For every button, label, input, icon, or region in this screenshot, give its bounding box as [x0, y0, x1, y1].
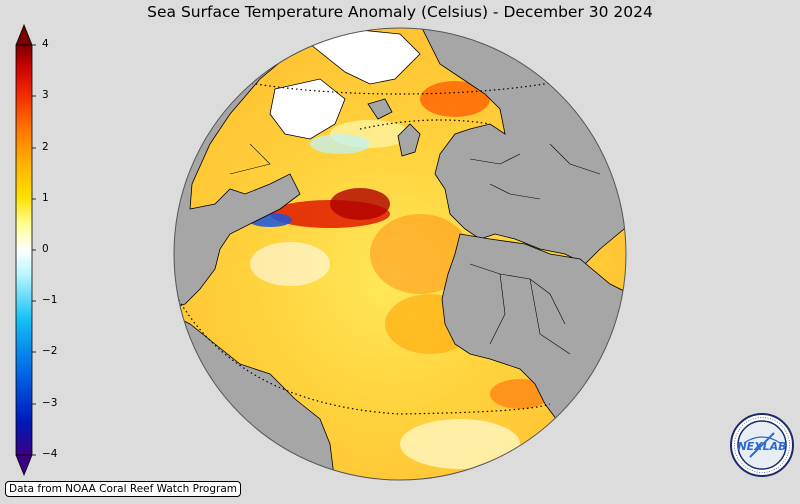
colorbar-max-extension — [15, 23, 33, 46]
colorbar-tick: 2 — [42, 141, 49, 153]
colorbar-graphic — [15, 23, 36, 477]
colorbar: 4 3 2 1 0 −1 −2 −3 −4 — [0, 0, 60, 500]
colorbar-tick: −1 — [42, 294, 58, 306]
data-credit: Data from NOAA Coral Reef Watch Program — [5, 481, 241, 497]
colorbar-gradient — [15, 44, 33, 456]
colorbar-tick: −3 — [42, 397, 58, 409]
country-borders — [229, 143, 601, 355]
iceland — [367, 98, 393, 120]
map-title: Sea Surface Temperature Anomaly (Celsius… — [147, 3, 653, 21]
colorbar-tick: 4 — [42, 38, 49, 50]
colorbar-tick: 3 — [42, 89, 49, 101]
colorbar-tick: −4 — [42, 448, 58, 460]
latitude-circles — [174, 28, 626, 415]
africa — [441, 233, 626, 435]
nexlab-logo-icon: NEXLAB — [730, 413, 794, 477]
british-isles — [397, 123, 421, 157]
colorbar-tick: −2 — [42, 345, 58, 357]
colorbar-tick: 0 — [42, 243, 49, 255]
globe-outline — [173, 27, 627, 481]
globe-map — [173, 27, 627, 481]
colorbar-min-extension — [15, 454, 33, 477]
logo-text: NEXLAB — [737, 440, 786, 453]
greenland — [269, 78, 346, 140]
colorbar-tick: 1 — [42, 192, 49, 204]
